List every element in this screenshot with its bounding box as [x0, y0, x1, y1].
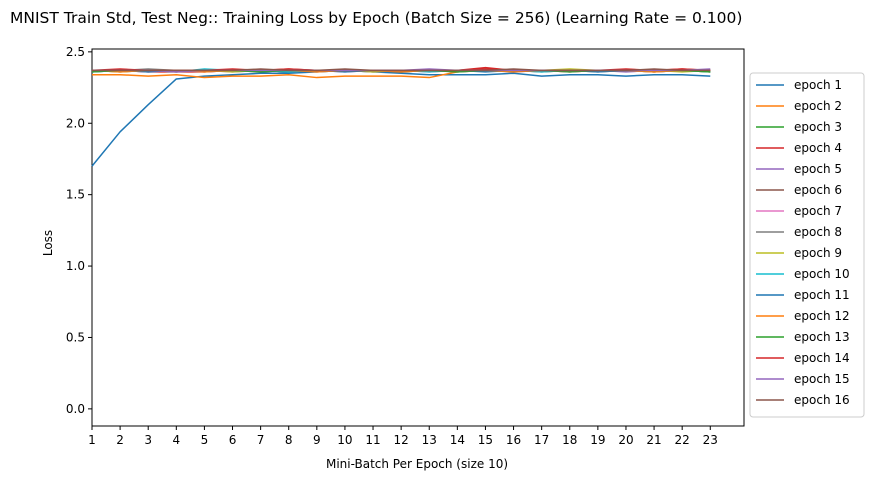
- legend-label-4: epoch 4: [794, 141, 842, 155]
- chart-title: MNIST Train Std, Test Neg:: Training Los…: [10, 9, 742, 27]
- x-tick-label: 4: [172, 433, 180, 447]
- x-tick-label: 17: [534, 433, 549, 447]
- axes: 1 2 3 4 5 6 7 8 9 10 11 12 13 14 15 16 17 18 19 20 21 22 230.0…: [66, 45, 718, 447]
- x-tick-label: 3: [144, 433, 152, 447]
- x-tick-label: 9: [313, 433, 321, 447]
- plot-frame: [91, 48, 745, 427]
- x-tick-label: 18: [562, 433, 577, 447]
- x-tick-label: 8: [285, 433, 293, 447]
- plot-area: [91, 48, 745, 427]
- x-tick-label: 13: [422, 433, 437, 447]
- legend-label-7: epoch 7: [794, 204, 842, 218]
- legend-label-8: epoch 8: [794, 225, 842, 239]
- x-tick-label: 2: [116, 433, 124, 447]
- series-line-16: [92, 68, 711, 72]
- legend-box: [749, 72, 865, 418]
- legend-label-2: epoch 2: [794, 99, 842, 113]
- legend-label-5: epoch 5: [794, 162, 842, 176]
- legend-label-3: epoch 3: [794, 120, 842, 134]
- x-tick-label: 19: [590, 433, 605, 447]
- y-tick-label: 2.0: [66, 116, 85, 130]
- x-tick-label: 22: [675, 433, 690, 447]
- legend-label-16: epoch 16: [794, 393, 850, 407]
- x-tick-label: 6: [229, 433, 237, 447]
- legend: epoch 1 epoch 2 epoch 3 epoch 4 epoch 5 epoch…: [749, 72, 865, 418]
- y-tick-label: 1.5: [66, 188, 85, 202]
- legend-label-9: epoch 9: [794, 246, 842, 260]
- y-tick-label: 0.5: [66, 330, 85, 344]
- y-tick-label: 0.0: [66, 402, 85, 416]
- x-tick-label: 7: [257, 433, 265, 447]
- x-tick-label: 12: [393, 433, 408, 447]
- y-tick-label: 2.5: [66, 45, 85, 59]
- x-tick-label: 5: [201, 433, 209, 447]
- series-lines: [91, 66, 711, 167]
- legend-label-12: epoch 12: [794, 309, 850, 323]
- x-tick-label: 23: [703, 433, 718, 447]
- legend-label-15: epoch 15: [794, 372, 850, 386]
- legend-label-10: epoch 10: [794, 267, 850, 281]
- x-tick-label: 11: [365, 433, 380, 447]
- legend-label-6: epoch 6: [794, 183, 842, 197]
- legend-label-13: epoch 13: [794, 330, 850, 344]
- legend-label-1: epoch 1: [794, 78, 842, 92]
- x-tick-label: 20: [618, 433, 633, 447]
- x-tick-label: 21: [646, 433, 661, 447]
- x-tick-label: 10: [337, 433, 352, 447]
- legend-label-11: epoch 11: [794, 288, 850, 302]
- x-tick-label: 14: [450, 433, 465, 447]
- legend-label-14: epoch 14: [794, 351, 850, 365]
- x-tick-label: 1: [88, 433, 96, 447]
- x-tick-label: 15: [478, 433, 493, 447]
- y-tick-label: 1.0: [66, 259, 85, 273]
- x-tick-label: 16: [506, 433, 521, 447]
- y-axis-title: Loss: [41, 230, 55, 256]
- x-axis-title: Mini-Batch Per Epoch (size 10): [326, 457, 508, 471]
